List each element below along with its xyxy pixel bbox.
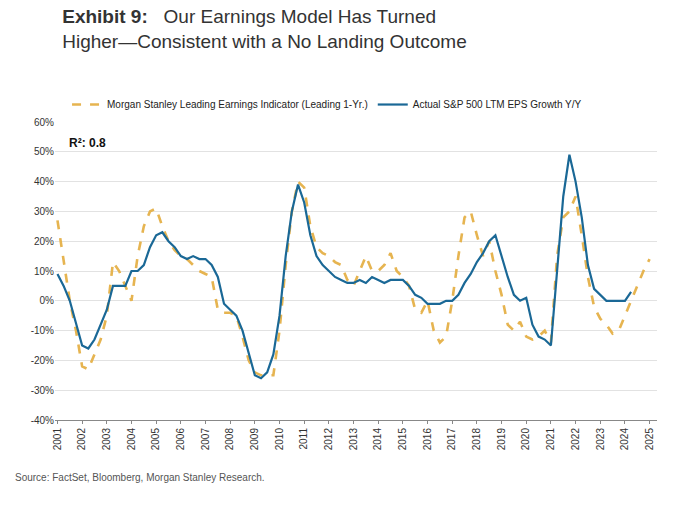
- svg-text:2025: 2025: [644, 428, 655, 451]
- svg-text:Exhibit 9: Our Earnings Mode: Exhibit 9: Our Earnings Model Has Turned…: [62, 6, 466, 52]
- svg-text:Actual S&P 500 LTM EPS Growth: Actual S&P 500 LTM EPS Growth Y/Y: [413, 99, 582, 110]
- svg-text:2021: 2021: [545, 428, 556, 451]
- svg-text:60%: 60%: [34, 117, 54, 128]
- svg-text:30%: 30%: [34, 206, 54, 217]
- svg-text:-10%: -10%: [31, 325, 54, 336]
- svg-text:-40%: -40%: [31, 415, 54, 426]
- svg-text:-20%: -20%: [31, 355, 54, 366]
- svg-text:2015: 2015: [397, 428, 408, 451]
- svg-text:2005: 2005: [150, 428, 161, 451]
- svg-text:2006: 2006: [175, 428, 186, 451]
- svg-text:20%: 20%: [34, 236, 54, 247]
- svg-text:2001: 2001: [52, 428, 63, 451]
- svg-text:2009: 2009: [249, 428, 260, 451]
- svg-text:R²: 0.8: R²: 0.8: [69, 136, 106, 150]
- svg-text:2007: 2007: [200, 428, 211, 451]
- svg-text:2003: 2003: [101, 428, 112, 451]
- svg-text:2012: 2012: [323, 428, 334, 451]
- svg-text:2017: 2017: [446, 428, 457, 451]
- svg-text:2022: 2022: [570, 428, 581, 451]
- svg-text:Morgan Stanley Leading Earning: Morgan Stanley Leading Earnings Indicato…: [107, 99, 368, 110]
- svg-text:2023: 2023: [595, 428, 606, 451]
- svg-text:2008: 2008: [224, 428, 235, 451]
- svg-text:2018: 2018: [471, 428, 482, 451]
- svg-text:2014: 2014: [372, 428, 383, 451]
- svg-text:-30%: -30%: [31, 385, 54, 396]
- svg-text:2011: 2011: [298, 428, 309, 450]
- svg-text:2010: 2010: [274, 428, 285, 451]
- svg-text:0%: 0%: [40, 295, 55, 306]
- svg-text:2024: 2024: [619, 428, 630, 451]
- svg-text:Source: FactSet, Bloomberg, Mo: Source: FactSet, Bloomberg, Morgan Stanl…: [15, 472, 265, 483]
- svg-text:2013: 2013: [348, 428, 359, 451]
- svg-text:2020: 2020: [520, 428, 531, 451]
- svg-text:2016: 2016: [422, 428, 433, 451]
- svg-text:10%: 10%: [34, 266, 54, 277]
- svg-text:2019: 2019: [496, 428, 507, 451]
- svg-text:40%: 40%: [34, 176, 54, 187]
- svg-text:50%: 50%: [34, 146, 54, 157]
- svg-text:2002: 2002: [76, 428, 87, 451]
- svg-text:2004: 2004: [126, 428, 137, 451]
